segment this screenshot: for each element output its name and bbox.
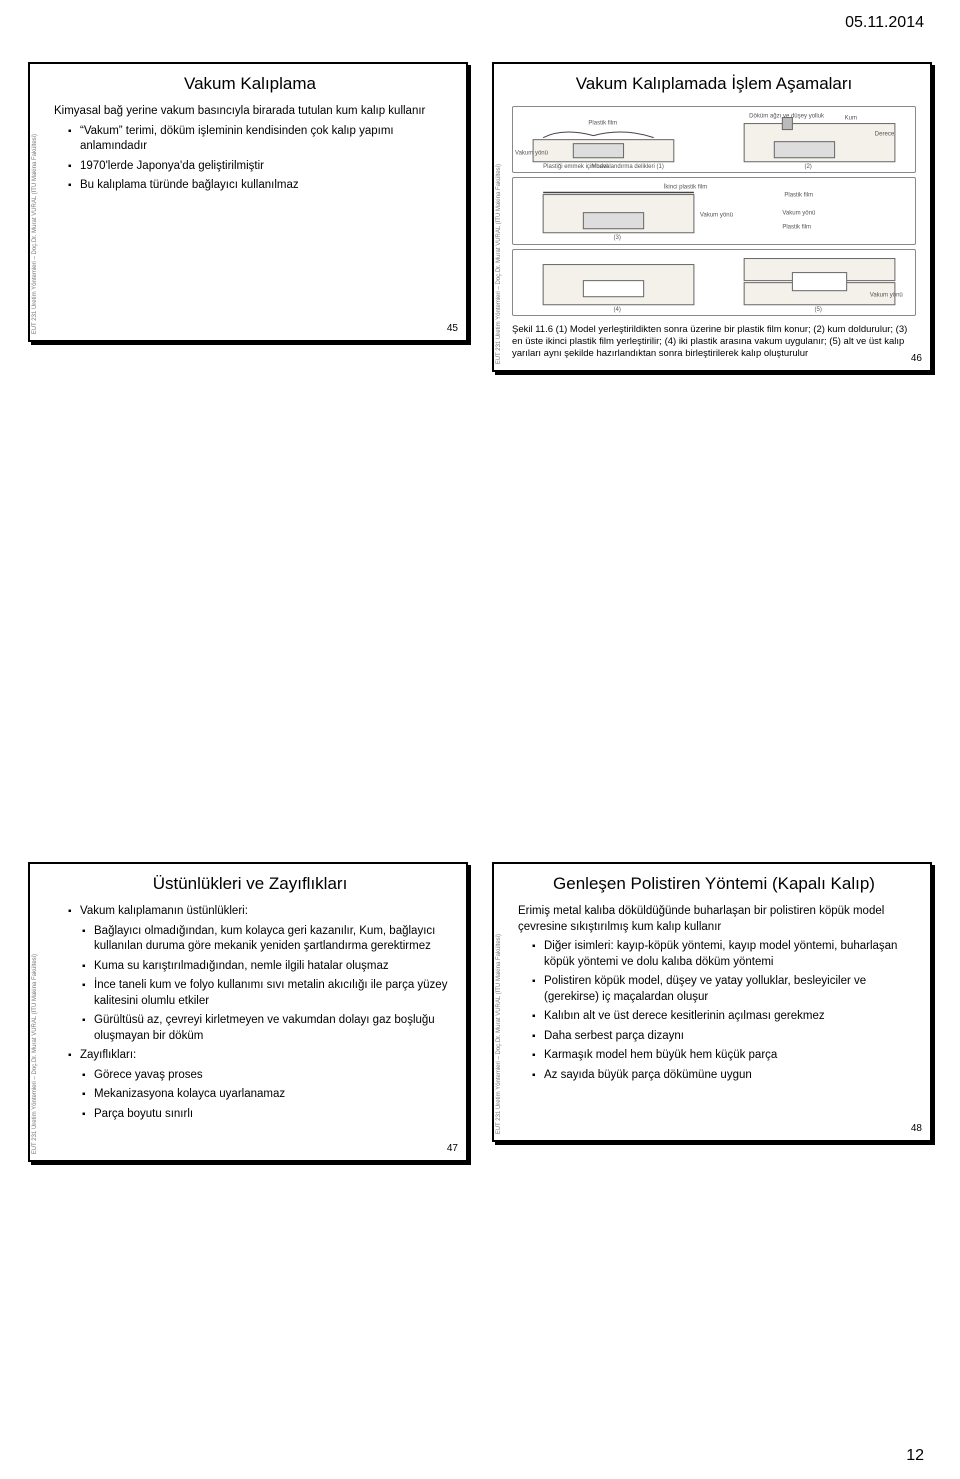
slide-number: 47 (447, 1143, 458, 1154)
bullet: “Vakum” terimi, döküm işleminin kendisin… (68, 124, 452, 155)
slide-content: Vakum Kalıplama Kimyasal bağ yerine vaku… (42, 64, 466, 340)
sidebar-credit: EUT 231 Üretim Yöntemleri – Doç.Dr. Mura… (30, 948, 42, 1160)
bullet: İnce taneli kum ve folyo kullanımı sıvı … (82, 978, 452, 1009)
bullet: Polistiren köpük model, düşey ve yatay y… (532, 974, 916, 1005)
svg-text:Vakum yönü: Vakum yönü (700, 213, 733, 219)
bullet: Diğer isimleri: kayıp-köpük yöntemi, kay… (532, 939, 916, 970)
svg-text:(5): (5) (815, 306, 822, 312)
diagram-cell-3: (4) (5) Vakum yönü (513, 250, 915, 315)
page-number: 12 (906, 1447, 924, 1465)
svg-text:Plastik film: Plastik film (784, 193, 813, 199)
slide-title: Genleşen Polistiren Yöntemi (Kapalı Kalı… (512, 874, 916, 894)
svg-text:(2): (2) (804, 164, 811, 170)
sidebar-credit: EUT 231 Üretim Yöntemleri – Doç.Dr. Mura… (30, 128, 42, 340)
svg-text:Vakum yönü: Vakum yönü (515, 151, 548, 157)
svg-text:Plastik film: Plastik film (588, 121, 617, 127)
bullet: Karmaşık model hem büyük hem küçük parça (532, 1048, 916, 1064)
svg-text:(3): (3) (614, 235, 621, 241)
bullet: Vakum kalıplamanın üstünlükleri: (68, 904, 452, 920)
diagram-cell-2: İkinci plastik film Vakum yönü (3) Plast… (513, 178, 915, 243)
bullet: Daha serbest parça dizaynı (532, 1029, 916, 1045)
bullet: Görece yavaş proses (82, 1068, 452, 1084)
svg-text:Derece: Derece (875, 132, 895, 138)
bullet: Kuma su karıştırılmadığından, nemle ilgi… (82, 959, 452, 975)
slide-content: Üstünlükleri ve Zayıflıkları Vakum kalıp… (42, 864, 466, 1160)
slide-content: Vakum Kalıplamada İşlem Aşamaları Plasti… (506, 64, 930, 370)
svg-text:(4): (4) (614, 306, 621, 312)
slide-48: EUT 231 Üretim Yöntemleri – Doç.Dr. Mura… (492, 862, 932, 1142)
bullet: Az sayıda büyük parça dökümüne uygun (532, 1068, 916, 1084)
diagram-cell-1: Plastik film Model Vakum yönü Plastiği e… (513, 107, 915, 172)
slide-number: 46 (911, 353, 922, 364)
bullet: Zayıflıkları: (68, 1048, 452, 1064)
bullet: 1970'lerde Japonya'da geliştirilmiştir (68, 159, 452, 175)
slide-content: Genleşen Polistiren Yöntemi (Kapalı Kalı… (506, 864, 930, 1140)
svg-text:Kum: Kum (845, 116, 857, 122)
slide-body: Erimiş metal kalıba döküldüğünde buharla… (512, 904, 916, 1087)
svg-text:Vakum yönü: Vakum yönü (870, 292, 903, 298)
svg-text:Plastik film: Plastik film (782, 225, 811, 231)
slide-46: EUT 231 Üretim Yöntemleri – Doç.Dr. Mura… (492, 62, 932, 372)
bullet: Kalıbın alt ve üst derece kesitlerinin a… (532, 1009, 916, 1025)
bullet: Erimiş metal kalıba döküldüğünde buharla… (518, 904, 916, 935)
slide-number: 48 (911, 1123, 922, 1134)
slide-body: Kimyasal bağ yerine vakum basıncıyla bir… (48, 104, 452, 198)
slide-title: Vakum Kalıplamada İşlem Aşamaları (512, 74, 916, 94)
svg-text:Plastiği emmek için havalandır: Plastiği emmek için havalandırma delikle… (543, 164, 664, 170)
bullet: Gürültüsü az, çevreyi kirletmeyen ve vak… (82, 1013, 452, 1044)
sidebar-credit: EUT 231 Üretim Yöntemleri – Doç.Dr. Mura… (494, 928, 506, 1140)
bullet: Bu kalıplama türünde bağlayıcı kullanılm… (68, 178, 452, 194)
slide-47: EUT 231 Üretim Yöntemleri – Doç.Dr. Mura… (28, 862, 468, 1162)
slide-number: 45 (447, 323, 458, 334)
svg-text:Döküm ağzı ve düşey yolluk: Döküm ağzı ve düşey yolluk (749, 114, 825, 120)
bullet: Kimyasal bağ yerine vakum basıncıyla bir… (54, 104, 452, 120)
slide-body: Vakum kalıplamanın üstünlükleri: Bağlayı… (48, 904, 452, 1126)
figure-caption: Şekil 11.6 (1) Model yerleştirildikten s… (512, 324, 916, 360)
svg-text:İkinci plastik film: İkinci plastik film (664, 184, 707, 191)
sidebar-credit: EUT 231 Üretim Yöntemleri – Doç.Dr. Mura… (494, 158, 506, 370)
page-date: 05.11.2014 (845, 14, 924, 32)
slide-row-1: EUT 231 Üretim Yöntemleri – Doç.Dr. Mura… (28, 62, 932, 372)
svg-text:Vakum yönü: Vakum yönü (782, 211, 815, 217)
page: 05.11.2014 12 EUT 231 Üretim Yöntemleri … (0, 0, 960, 1479)
slide-title: Vakum Kalıplama (48, 74, 452, 94)
slide-title: Üstünlükleri ve Zayıflıkları (48, 874, 452, 894)
bullet: Bağlayıcı olmadığından, kum kolayca geri… (82, 924, 452, 955)
bullet: Parça boyutu sınırlı (82, 1107, 452, 1123)
slide-row-2: EUT 231 Üretim Yöntemleri – Doç.Dr. Mura… (28, 862, 932, 1162)
process-diagram: Plastik film Model Vakum yönü Plastiği e… (512, 104, 916, 318)
bullet: Mekanizasyona kolayca uyarlanamaz (82, 1087, 452, 1103)
slide-45: EUT 231 Üretim Yöntemleri – Doç.Dr. Mura… (28, 62, 468, 342)
